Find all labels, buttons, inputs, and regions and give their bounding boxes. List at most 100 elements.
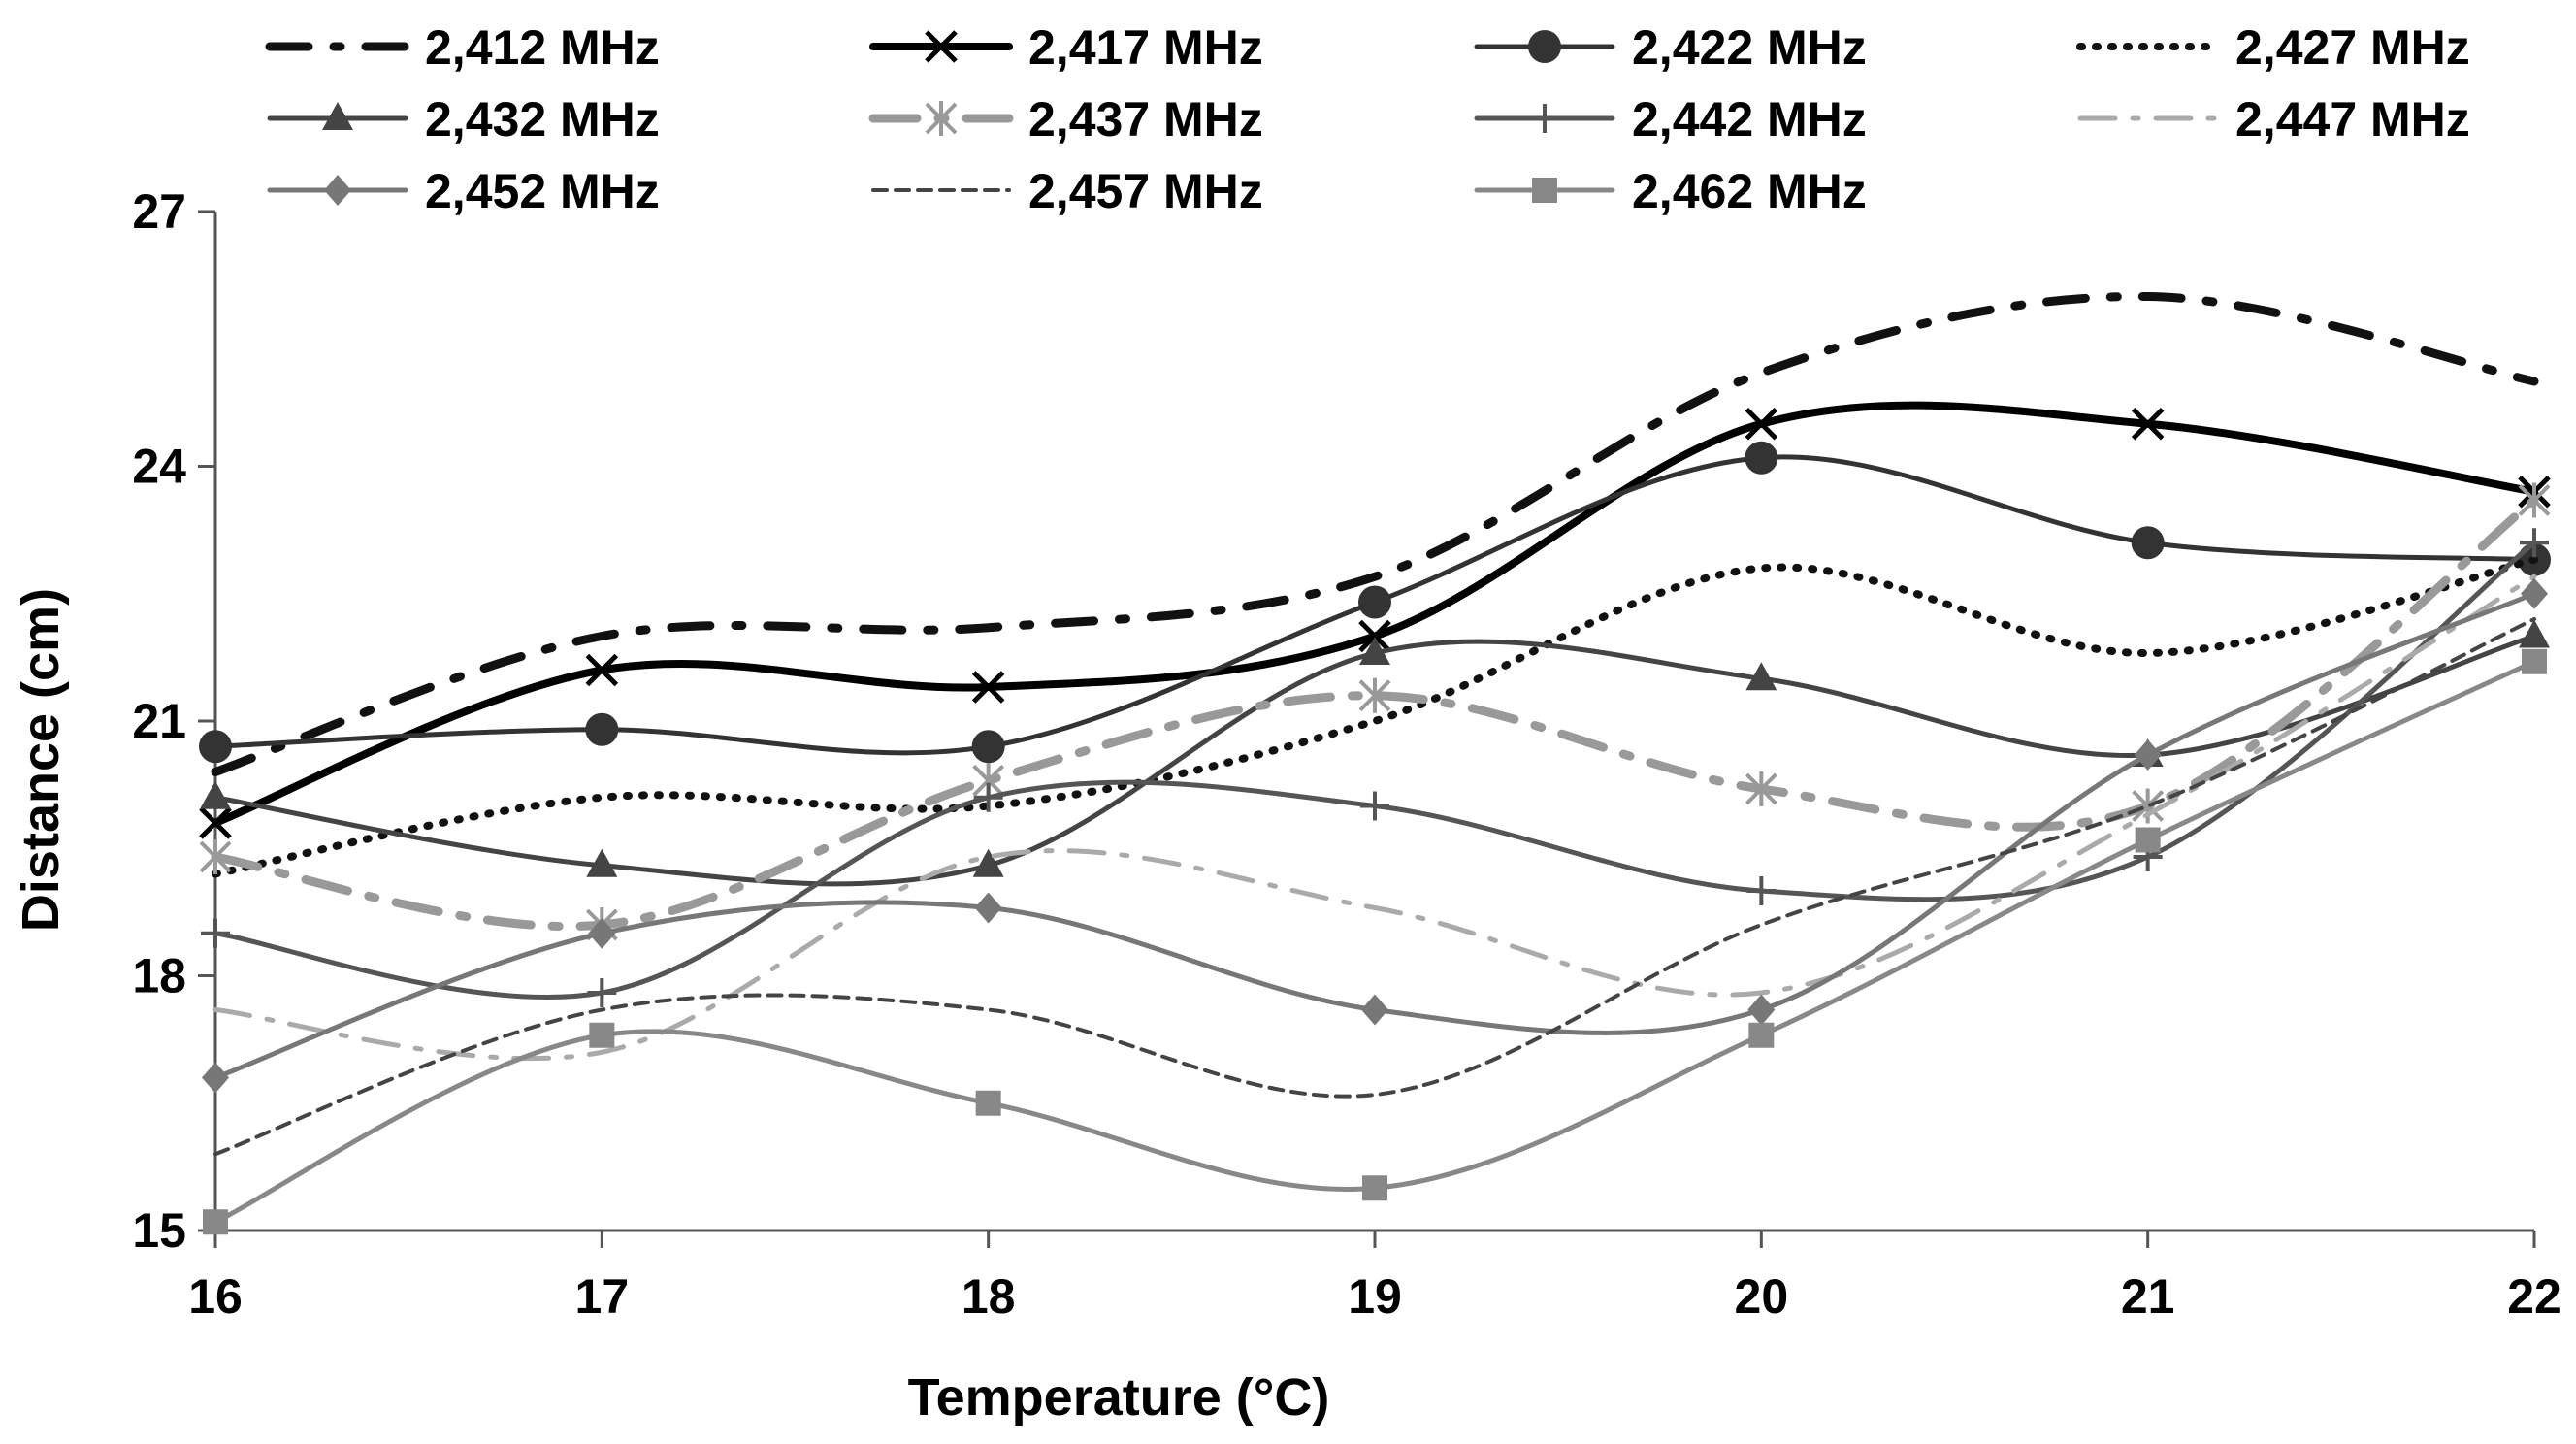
data-point <box>971 671 1005 704</box>
data-point <box>2519 619 2550 648</box>
data-point <box>199 730 232 764</box>
legend-item: 2,427 MHz <box>2076 20 2470 75</box>
legend-marker <box>322 102 353 130</box>
series-7 <box>201 528 2549 1007</box>
legend-marker <box>1532 178 1557 203</box>
data-point <box>2520 528 2549 558</box>
legend-label: 2,432 MHz <box>425 92 660 147</box>
data-point <box>199 839 232 874</box>
data-point <box>1358 677 1391 713</box>
x-tick-label: 17 <box>575 1269 630 1324</box>
data-point <box>1748 1022 1775 1048</box>
y-tick-label: 15 <box>132 1203 186 1258</box>
data-point <box>587 978 617 1007</box>
legend-label: 2,462 MHz <box>1632 164 1867 218</box>
series-line <box>213 617 2536 1157</box>
legend-label: 2,457 MHz <box>1028 164 1263 218</box>
legend-item: 2,412 MHz <box>265 20 660 75</box>
data-point <box>1745 407 1778 441</box>
data-point <box>203 1209 228 1235</box>
data-point <box>585 653 619 687</box>
series-8 <box>212 574 2537 1062</box>
data-point <box>585 712 619 746</box>
data-point <box>974 892 1002 924</box>
legend-item: 2,462 MHz <box>1474 164 1867 218</box>
legend-item: 2,447 MHz <box>2077 92 2470 147</box>
legend-label: 2,437 MHz <box>1028 92 1263 147</box>
series-line <box>212 574 2537 1062</box>
y-tick-label: 21 <box>132 694 186 748</box>
legend-marker <box>1530 104 1559 133</box>
x-tick-label: 21 <box>2121 1269 2175 1324</box>
data-point <box>972 848 1004 877</box>
data-point <box>201 918 230 948</box>
legend-item: 2,432 MHz <box>267 92 660 147</box>
data-point <box>1360 791 1389 821</box>
legend-item: 2,442 MHz <box>1474 92 1867 147</box>
x-axis-title: Temperature (°C) <box>908 1368 1330 1427</box>
x-tick-label: 16 <box>188 1269 243 1324</box>
data-point <box>199 806 232 839</box>
series-11 <box>203 648 2547 1235</box>
data-point <box>975 1090 1001 1116</box>
data-point <box>1745 441 1778 475</box>
data-point <box>202 1062 229 1094</box>
legend-label: 2,417 MHz <box>1028 20 1263 75</box>
legend-item: 2,457 MHz <box>871 164 1263 218</box>
data-point <box>1745 662 1777 691</box>
series-line <box>211 291 2539 776</box>
legend-label: 2,412 MHz <box>425 20 660 75</box>
legend-marker <box>925 101 958 136</box>
y-tick-label: 24 <box>132 440 186 494</box>
data-point <box>1361 994 1388 1026</box>
series-5 <box>200 619 2550 887</box>
series-2 <box>199 401 2551 839</box>
data-point <box>200 780 231 809</box>
legend-item: 2,417 MHz <box>869 20 1263 75</box>
data-point <box>2521 577 2548 609</box>
axes: 15 18 21 24 27 16 17 18 19 20 21 22 <box>132 184 2560 1324</box>
legend-marker <box>324 175 351 206</box>
legend-marker <box>1528 30 1561 63</box>
data-point <box>2131 526 2165 560</box>
data-point <box>2132 788 2165 824</box>
data-point <box>2522 648 2547 674</box>
series-line <box>212 555 2538 878</box>
data-point <box>589 1022 615 1048</box>
data-point <box>1745 771 1777 806</box>
legend-label: 2,427 MHz <box>2235 20 2470 75</box>
data-point <box>1747 994 1776 1026</box>
series-line <box>212 634 2537 887</box>
x-tick-label: 19 <box>1348 1269 1402 1324</box>
data-point <box>1746 876 1777 905</box>
y-tick-label: 27 <box>132 184 186 239</box>
data-point <box>2134 739 2162 771</box>
data-point <box>1358 585 1391 619</box>
data-point <box>1362 1175 1387 1201</box>
x-tick-label: 22 <box>2507 1269 2561 1324</box>
legend: 2,412 MHz 2,417 MHz 2,422 MHz 2,427 MHz 2,43… <box>265 20 2470 218</box>
data-point <box>2131 407 2165 441</box>
data-point <box>971 730 1005 764</box>
legend-label: 2,442 MHz <box>1632 92 1867 147</box>
legend-label: 2,447 MHz <box>2235 92 2470 147</box>
y-tick-label: 18 <box>132 949 186 1003</box>
series-1 <box>211 291 2539 776</box>
legend-marker <box>925 30 958 63</box>
legend-label: 2,452 MHz <box>425 164 660 218</box>
data-point <box>1358 619 1391 653</box>
x-tick-label: 18 <box>962 1269 1016 1324</box>
data-point <box>973 782 1003 812</box>
legend-label: 2,422 MHz <box>1632 20 1867 75</box>
data-point <box>2518 482 2551 518</box>
data-point <box>2135 827 2161 853</box>
series-3 <box>199 441 2551 764</box>
series-9 <box>202 577 2548 1094</box>
data-point <box>586 848 618 877</box>
legend-item: 2,452 MHz <box>267 164 660 218</box>
y-axis-title: Distance (cm) <box>12 588 70 932</box>
data-point <box>1359 637 1390 665</box>
x-tick-label: 20 <box>1735 1269 1789 1324</box>
legend-item: 2,422 MHz <box>1474 20 1867 75</box>
